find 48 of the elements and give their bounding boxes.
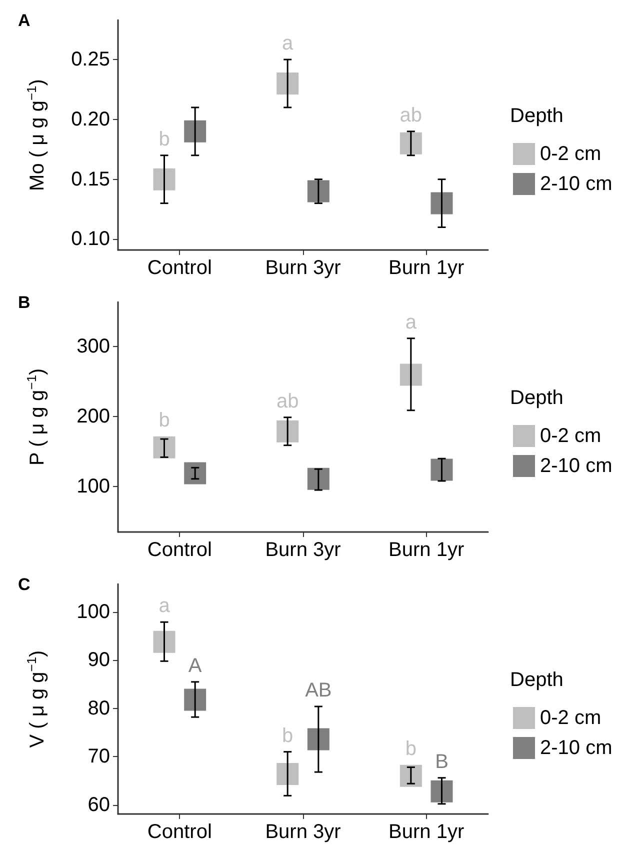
data-label: B [435, 750, 448, 773]
legend-label: 0-2 cm [540, 425, 602, 447]
legend-title: Depth [510, 669, 564, 691]
legend-label: 0-2 cm [540, 707, 602, 729]
y-tick-label: 200 [76, 406, 110, 428]
y-tick-label: 0.20 [71, 108, 110, 130]
data-label: b [158, 409, 170, 432]
legend-title: Depth [510, 105, 564, 127]
y-axis-title: V ( μ g g−1) [24, 650, 48, 748]
y-tick-label: 80 [88, 697, 110, 720]
x-tick-label: Burn 3yr [265, 539, 342, 561]
x-tick-label: Burn 1yr [388, 539, 464, 561]
data-label: ab [400, 104, 422, 126]
x-tick-label: Control [147, 821, 212, 843]
y-tick-label: 90 [88, 649, 110, 672]
legend-label: 2-10 cm [540, 173, 612, 195]
chart-title: A [18, 11, 30, 30]
x-tick-label: Burn 1yr [388, 821, 464, 843]
chart-title: B [18, 293, 30, 312]
y-axis-title: Mo ( μ g g−1) [24, 79, 48, 191]
x-tick-label: Burn 3yr [265, 257, 342, 279]
data-label: AB [305, 679, 332, 702]
y-tick-label: 0.15 [71, 168, 110, 190]
x-tick-label: Burn 3yr [265, 821, 342, 843]
data-label: b [158, 128, 170, 150]
data-label: ab [276, 390, 299, 412]
x-tick-label: Burn 1yr [388, 257, 464, 279]
y-tick-label: 100 [76, 600, 110, 623]
data-label: a [158, 595, 171, 618]
legend-label: 2-10 cm [540, 455, 612, 477]
legend-label: 2-10 cm [540, 737, 612, 759]
data-label: A [188, 654, 202, 677]
legend-label: 0-2 cm [540, 143, 602, 165]
data-label: b [405, 738, 416, 760]
x-tick-label: Control [147, 257, 212, 279]
y-axis-title: P ( μ g g−1) [24, 368, 48, 466]
data-label: a [405, 311, 418, 334]
y-tick-label: 0.10 [71, 228, 110, 250]
y-tick-label: 100 [76, 476, 110, 498]
x-tick-label: Control [147, 539, 212, 561]
chart-title: C [18, 575, 30, 594]
data-label: b [282, 724, 294, 747]
y-tick-label: 70 [88, 746, 110, 768]
y-tick-label: 300 [76, 336, 110, 358]
y-tick-label: 0.25 [71, 48, 110, 71]
data-label: a [282, 32, 294, 55]
y-tick-label: 60 [88, 794, 110, 816]
legend-title: Depth [510, 387, 564, 409]
